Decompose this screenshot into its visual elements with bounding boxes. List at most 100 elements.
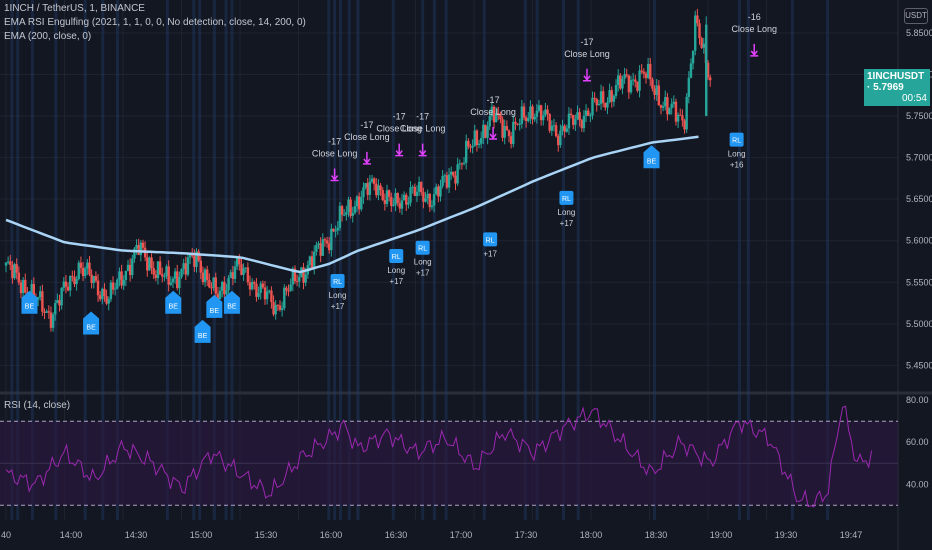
time-tick-label: 19:30 [775, 530, 798, 540]
candle-body [524, 117, 528, 122]
candle-body [107, 299, 110, 304]
candle-body [435, 186, 438, 195]
candle-body [287, 290, 290, 292]
candle-body [206, 269, 209, 281]
candle-body [569, 113, 573, 116]
candle-body [604, 102, 607, 108]
candle-body [709, 77, 712, 81]
candle-body [507, 130, 511, 137]
candle-body [248, 282, 252, 290]
candle-body [580, 120, 583, 129]
candle-body [313, 251, 316, 268]
candle-body [381, 190, 384, 200]
time-tick-label: 40 [1, 530, 11, 540]
entry-badge [415, 240, 430, 255]
candle-body [533, 116, 536, 120]
candle-body [96, 280, 100, 296]
candle-body [19, 282, 23, 294]
candle-body [280, 308, 284, 310]
highlight-bar [165, 0, 169, 520]
candle-body [657, 85, 661, 106]
candle-body [563, 125, 566, 132]
candle-body [567, 113, 571, 129]
candle-body [66, 286, 70, 291]
candle-body [456, 164, 459, 184]
rsi-legend[interactable]: RSI (14, close) [4, 400, 71, 411]
time-tick-label: 14:00 [60, 530, 83, 540]
price-tick-label: 5.7000 [906, 153, 932, 163]
highlight-bar [444, 0, 448, 520]
candle-body [460, 163, 464, 165]
symbol-legend[interactable]: 1INCH / TetherUS, 1, BINANCE [4, 3, 145, 14]
candle-body [689, 63, 693, 78]
candle-body [79, 262, 83, 268]
candle-body [621, 78, 624, 89]
candle-body [51, 314, 55, 328]
candle-body [430, 205, 434, 208]
highlight-bar [652, 0, 656, 520]
candle-body [135, 245, 138, 249]
candle-body [432, 194, 436, 206]
candle-body [649, 63, 652, 80]
candle-body [283, 287, 286, 309]
candle-body [426, 193, 429, 199]
candle-body [413, 186, 417, 196]
highlight-bar [421, 0, 425, 520]
candle-body [122, 280, 125, 286]
candle-body [315, 244, 318, 252]
candle-body [141, 242, 145, 248]
close-long-arrow [750, 43, 759, 57]
be-badge-text: BE [210, 308, 220, 315]
time-tick-label: 15:00 [190, 530, 213, 540]
candle-body [499, 113, 502, 120]
candle-body [109, 282, 113, 300]
time-tick-label: 17:00 [450, 530, 473, 540]
entry-label: +17 [416, 269, 430, 278]
candle-body [169, 282, 173, 285]
highlight-bar [54, 0, 58, 520]
entry-label: Long [558, 208, 576, 217]
candle-body [552, 125, 556, 127]
candle-body [375, 183, 378, 196]
candle-body [270, 290, 273, 303]
candle-body [255, 283, 258, 297]
candle-body [601, 91, 605, 103]
candle-body [683, 120, 686, 130]
time-tick-label: 19:47 [840, 530, 863, 540]
highlight-bar [224, 0, 228, 520]
entry-label: +16 [730, 161, 744, 170]
time-tick-label: 15:30 [255, 530, 278, 540]
candle-body [163, 276, 166, 278]
candles [4, 8, 712, 332]
time-axis[interactable]: 40 14:00 14:30 15:00 15:30 16:00 16:30 17:00 17:… [1, 530, 862, 540]
be-badge-text: BE [86, 325, 96, 332]
candle-body [246, 267, 250, 283]
candle-body [640, 70, 643, 72]
candle-body [469, 146, 472, 148]
price-tick-label: 5.5500 [906, 277, 932, 287]
candle-body [201, 272, 205, 283]
candle-body [672, 101, 676, 104]
price-tag-countdown: 00:54 [901, 93, 927, 105]
candle-body [492, 106, 496, 123]
close-long-arrow [582, 68, 591, 82]
ema-legend[interactable]: EMA (200, close, 0) [4, 31, 92, 42]
highlight-bar [523, 0, 527, 520]
candle-body [597, 103, 601, 106]
candle-body [259, 283, 262, 293]
candle-body [49, 312, 53, 328]
entry-badge-text: RL [333, 279, 342, 286]
price-tick-label: 5.6500 [906, 194, 932, 204]
candle-body [347, 199, 350, 213]
entry-badge-text: RL [418, 246, 427, 253]
candle-body [235, 258, 239, 267]
candle-body [116, 279, 119, 289]
close-long-label: Close Long [312, 149, 358, 159]
candle-body [43, 311, 46, 313]
indicator-legend[interactable]: EMA RSI Engulfing (2021, 1, 1, 0, 0, No … [4, 17, 306, 28]
currency-badge[interactable]: USDT [904, 8, 928, 24]
candle-body [139, 242, 143, 256]
be-badge-text: BE [227, 304, 237, 311]
candle-body [582, 115, 586, 129]
